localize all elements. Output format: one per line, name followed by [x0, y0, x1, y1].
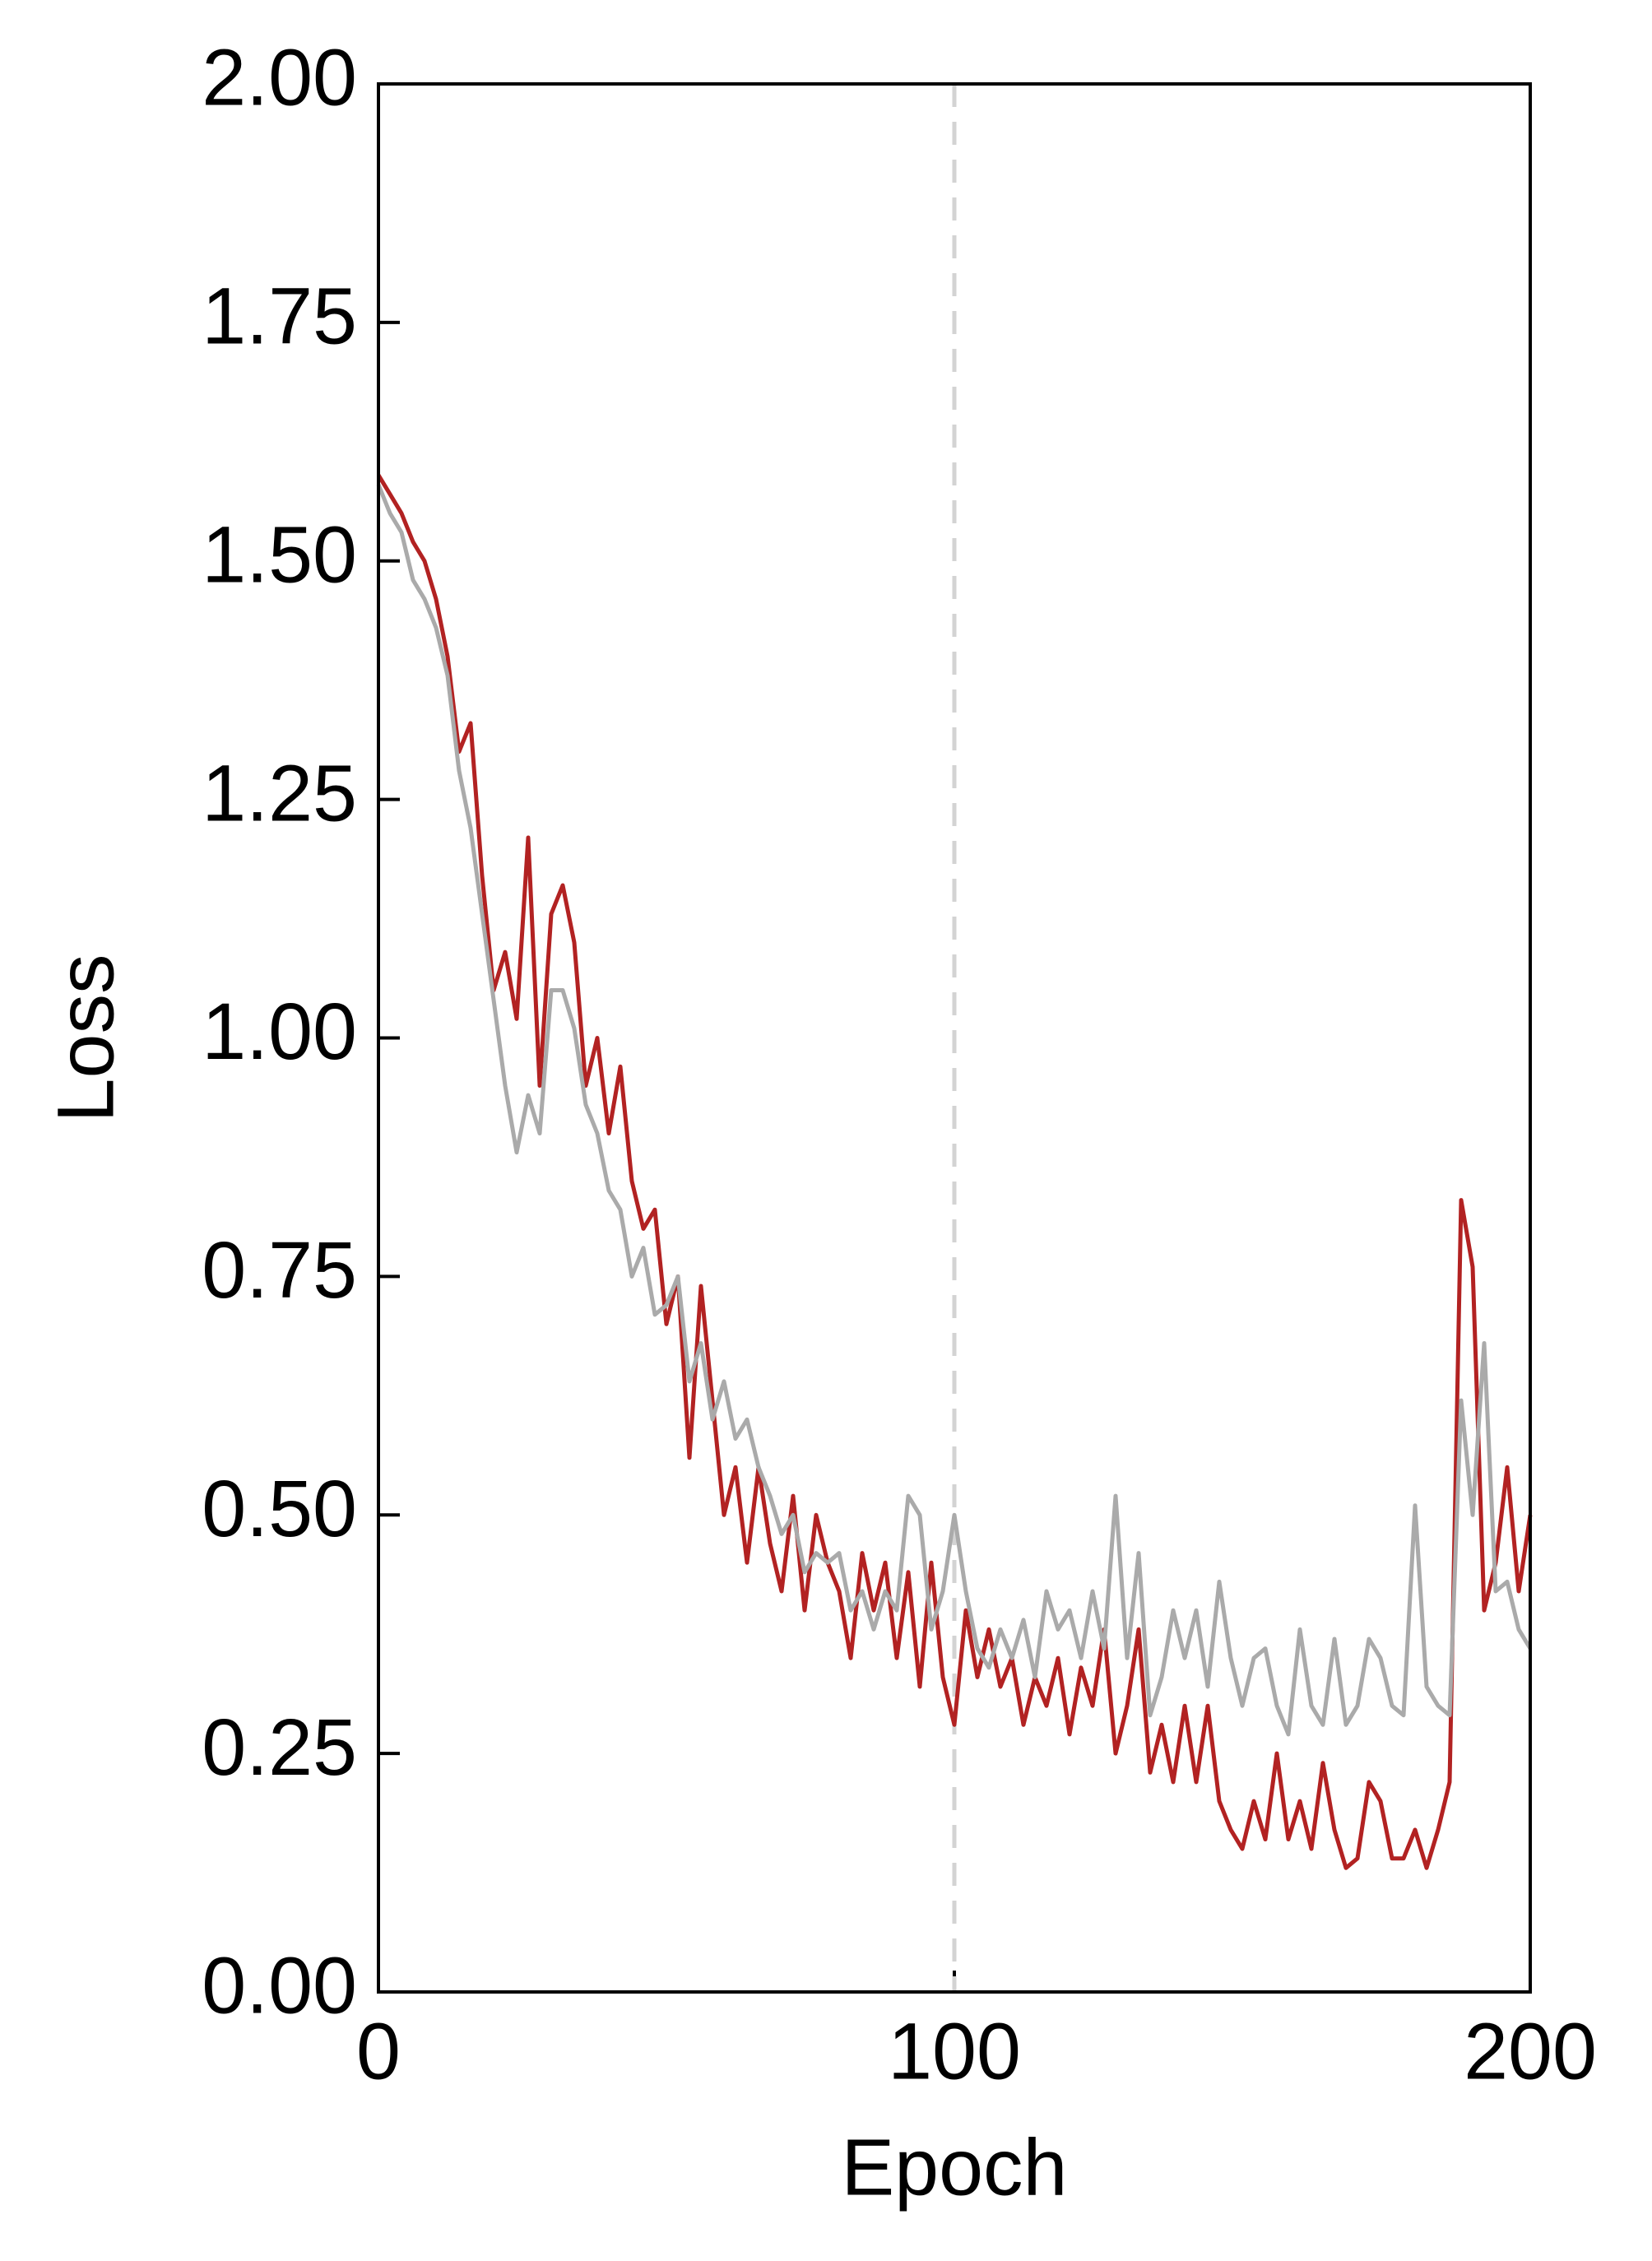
- x-tick-label: 200: [1464, 2007, 1597, 2096]
- x-tick-label: 100: [888, 2007, 1021, 2096]
- y-tick-label: 2.00: [202, 33, 357, 123]
- y-tick-label: 0.75: [202, 1225, 357, 1315]
- y-tick-label: 0.00: [202, 1941, 357, 2031]
- y-tick-label: 1.25: [202, 748, 357, 838]
- plot-frame: [377, 82, 1532, 1994]
- line-series: [376, 474, 1533, 1870]
- x-axis-label: Epoch: [841, 2123, 1067, 2212]
- line-series: [376, 484, 1533, 1737]
- y-tick-label: 1.00: [202, 987, 357, 1076]
- y-tick-label: 1.50: [202, 509, 357, 599]
- x-tick-label: 0: [356, 2007, 401, 2096]
- y-tick-label: 1.75: [202, 272, 357, 361]
- y-axis-label: Loss: [41, 954, 131, 1123]
- y-tick-label: 0.50: [202, 1464, 357, 1553]
- y-tick-label: 0.25: [202, 1702, 357, 1792]
